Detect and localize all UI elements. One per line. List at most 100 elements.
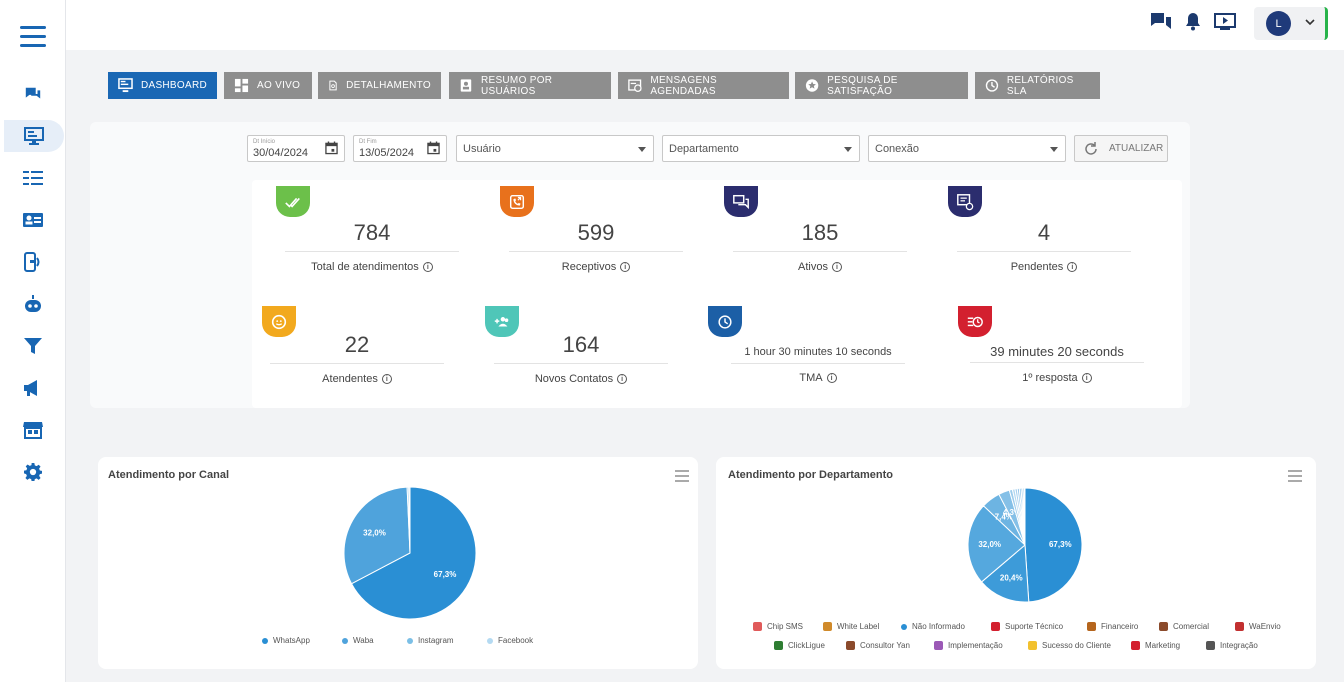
- legend-item[interactable]: ClickLigue: [774, 641, 825, 650]
- stat-pendentes-label: Pendentes i: [957, 261, 1131, 273]
- start-date-field[interactable]: Dt Início 30/04/2024: [247, 135, 345, 162]
- calendar-icon[interactable]: [325, 141, 338, 155]
- grid-icon: [234, 78, 249, 93]
- end-date-field[interactable]: Dt Fim 13/05/2024: [353, 135, 447, 162]
- sidebar: [0, 0, 66, 682]
- tab-relatorios-sla[interactable]: RELATÓRIOS SLA: [975, 72, 1100, 99]
- tab-dashboard[interactable]: DASHBOARD: [108, 72, 217, 99]
- legend-item[interactable]: Sucesso do Cliente: [1028, 641, 1111, 650]
- divider: [509, 251, 683, 252]
- legend-item[interactable]: Facebook: [487, 636, 533, 645]
- legend-label: Waba: [353, 636, 374, 645]
- menu-icon[interactable]: [1288, 470, 1302, 482]
- user-card-icon: [460, 79, 472, 92]
- user-menu[interactable]: L: [1254, 7, 1328, 40]
- legend-icon: [774, 641, 783, 650]
- tab-mensagens-agendadas[interactable]: MENSAGENS AGENDADAS: [618, 72, 789, 99]
- pie-slice-n-o-informado[interactable]: [967, 505, 1026, 583]
- avatar: L: [1266, 11, 1291, 36]
- stat-receptivos-label: Receptivos i: [509, 261, 683, 273]
- legend-item[interactable]: Consultor Yan: [846, 641, 910, 650]
- legend-item[interactable]: Waba: [342, 636, 374, 645]
- refresh-icon: [1085, 141, 1097, 155]
- topbar: [66, 0, 1344, 50]
- legend-dot-icon: [487, 637, 493, 644]
- legend-label: White Label: [837, 622, 880, 631]
- legend-item[interactable]: Financeiro: [1087, 622, 1138, 631]
- info-icon[interactable]: i: [826, 373, 837, 383]
- pie-slice-chip-sms[interactable]: [1024, 487, 1083, 603]
- tab-ao-vivo[interactable]: AO VIVO: [224, 72, 312, 99]
- add-users-icon: [485, 306, 519, 337]
- legend-item[interactable]: Implementação: [934, 641, 1003, 650]
- store-icon[interactable]: [4, 414, 62, 446]
- legend-item[interactable]: Chip SMS: [753, 622, 803, 631]
- phone-connect-icon[interactable]: [4, 246, 62, 278]
- legend-icon: [1087, 622, 1096, 631]
- info-icon[interactable]: i: [831, 262, 842, 272]
- info-icon[interactable]: i: [1067, 262, 1078, 272]
- pie-slice-integra-o[interactable]: [1023, 487, 1026, 546]
- user-select[interactable]: Usuário: [456, 135, 654, 162]
- chart-title-canal: Atendimento por Canal: [108, 469, 230, 481]
- contact-card-icon[interactable]: [4, 204, 62, 236]
- bell-icon[interactable]: [1185, 12, 1207, 34]
- menu-icon[interactable]: [20, 26, 46, 48]
- info-icon[interactable]: i: [381, 374, 392, 384]
- department-select[interactable]: Departamento: [662, 135, 860, 162]
- tab-resumo-por-usuarios[interactable]: RESUMO POR USUÁRIOS: [449, 72, 611, 99]
- stat-total-label: Total de atendimentos i: [285, 261, 459, 273]
- legend-icon: [1206, 641, 1215, 650]
- pie-slice-whatsapp[interactable]: [350, 486, 477, 620]
- filter-icon[interactable]: [4, 330, 62, 362]
- info-icon[interactable]: i: [1081, 373, 1092, 383]
- calendar-icon[interactable]: [427, 141, 440, 155]
- chat-icon[interactable]: [4, 78, 62, 110]
- info-icon[interactable]: i: [617, 374, 628, 384]
- pie-slice-waba[interactable]: [343, 486, 411, 585]
- legend-item[interactable]: White Label: [823, 622, 879, 631]
- info-icon[interactable]: i: [620, 262, 631, 272]
- legend-label: Marketing: [1145, 641, 1181, 650]
- legend-label: WaEnvio: [1249, 622, 1281, 631]
- legend-label: WhatsApp: [273, 636, 310, 645]
- refresh-button[interactable]: ATUALIZAR: [1074, 135, 1168, 162]
- conversations-icon[interactable]: [1150, 12, 1172, 34]
- tab-detalhamento[interactable]: DETALHAMENTO: [318, 72, 441, 99]
- legend-item[interactable]: Comercial: [1159, 622, 1209, 631]
- legend-item[interactable]: WhatsApp: [262, 636, 310, 645]
- pie-data-label: 7,4%: [995, 513, 1013, 522]
- document-search-icon: [329, 80, 337, 91]
- stat-atendentes-label: Atendentes i: [270, 373, 444, 385]
- chat-bubbles-icon: [724, 186, 758, 217]
- tab-pesquisa-de-satisfacao[interactable]: PESQUISA DE SATISFAÇÃO: [795, 72, 968, 99]
- clock-icon: [708, 306, 742, 337]
- pie-slice-white-label[interactable]: [980, 543, 1030, 603]
- legend-label: Não Informado: [912, 622, 965, 631]
- megaphone-icon[interactable]: [4, 372, 62, 404]
- legend-label: Instagram: [418, 636, 454, 645]
- robot-icon[interactable]: [4, 288, 62, 320]
- legend-item[interactable]: Não Informado: [901, 622, 965, 631]
- legend-item[interactable]: Integração: [1206, 641, 1258, 650]
- stats-panel-inner: [252, 180, 1182, 408]
- pie-slice-facebook[interactable]: [408, 486, 411, 554]
- info-icon[interactable]: i: [422, 262, 433, 272]
- legend-item[interactable]: Suporte Técnico: [991, 622, 1063, 631]
- monitor-dashboard-icon[interactable]: [4, 120, 64, 152]
- legend-label: Comercial: [1173, 622, 1210, 631]
- legend-label: Consultor Yan: [860, 641, 910, 650]
- legend-item[interactable]: Marketing: [1131, 641, 1180, 650]
- legend-item[interactable]: Instagram: [407, 636, 454, 645]
- menu-icon[interactable]: [675, 470, 689, 482]
- gear-icon[interactable]: [4, 456, 62, 488]
- stat-tma-value: 1 hour 30 minutes 10 seconds: [744, 346, 892, 358]
- connection-select[interactable]: Conexão: [868, 135, 1066, 162]
- stat-ativos-label: Ativos i: [733, 261, 907, 273]
- list-icon[interactable]: [4, 162, 62, 194]
- legend-item[interactable]: WaEnvio: [1235, 622, 1281, 631]
- pie-data-label: 4,3%: [1003, 508, 1021, 517]
- tv-icon[interactable]: [1214, 12, 1236, 34]
- legend-label: Implementação: [948, 641, 1003, 650]
- divider: [731, 363, 905, 364]
